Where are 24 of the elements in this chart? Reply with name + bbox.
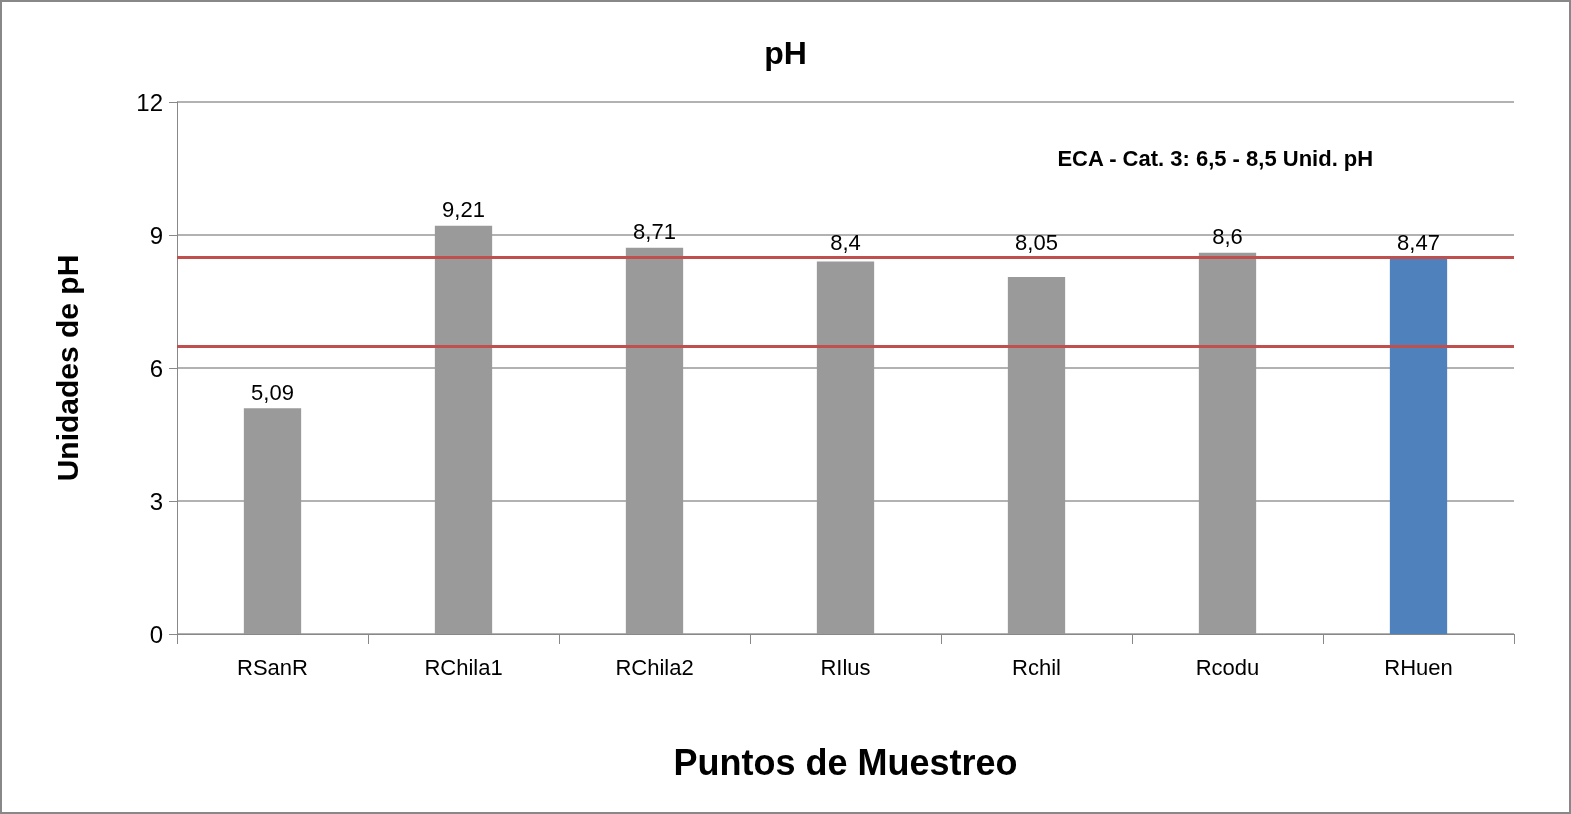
x-tick-label: RChila1 [424,654,503,680]
data-label: 8,4 [830,229,861,255]
x-tick-label: Rcodu [1195,654,1260,680]
x-tick-label: Rchil [1012,654,1061,680]
data-label: 8,47 [1397,230,1440,255]
x-tick-label: RChila2 [615,654,694,680]
x-tick-label: RHuen [1384,654,1453,680]
data-label: 8,71 [633,219,676,245]
y-axis-title: Unidades de pH [50,254,84,482]
x-axis-title: Puntos de Muestreo [673,741,1018,783]
data-label: 8,05 [1015,229,1058,255]
annotation: ECA - Cat. 3: 6,5 - 8,5 Unid. pH [1057,145,1374,171]
y-tick-label: 3 [149,487,163,515]
y-tick-label: 0 [149,620,163,648]
y-tick-label: 9 [149,221,163,249]
chart-title: pH [764,35,807,71]
y-tick-label: 6 [149,354,163,382]
x-tick-label: RIlus [820,654,871,680]
x-tick-label: RSanR [237,654,308,680]
data-label: 8,6 [1212,224,1243,250]
data-label: 9,21 [442,197,485,223]
y-tick-label: 12 [136,88,163,116]
data-label: 5,09 [251,379,294,405]
bar [1389,258,1448,634]
